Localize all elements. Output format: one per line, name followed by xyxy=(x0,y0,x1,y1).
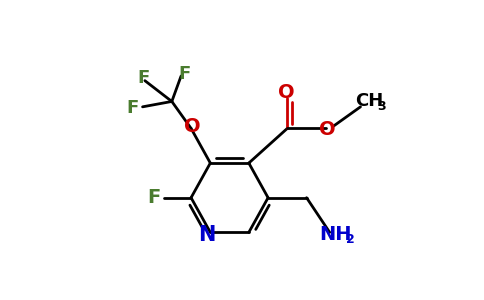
Text: 2: 2 xyxy=(346,233,355,246)
Text: O: O xyxy=(183,117,200,136)
Text: O: O xyxy=(319,120,336,139)
Text: F: F xyxy=(126,99,139,117)
Text: 3: 3 xyxy=(377,100,386,112)
Text: F: F xyxy=(148,188,161,207)
Text: CH: CH xyxy=(355,92,383,110)
Text: O: O xyxy=(278,83,295,103)
Text: F: F xyxy=(137,69,150,87)
Text: NH: NH xyxy=(319,225,351,244)
Text: N: N xyxy=(198,225,215,245)
Text: F: F xyxy=(178,65,190,83)
